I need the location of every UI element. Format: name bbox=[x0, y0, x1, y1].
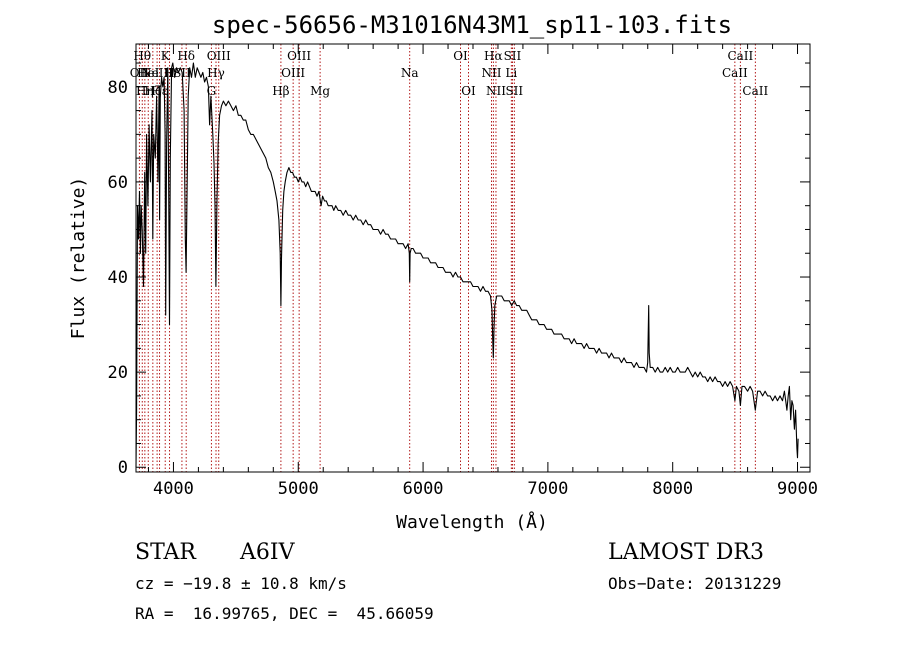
line-marker-label: CaII bbox=[722, 66, 748, 80]
observation-date: Obs−Date: 20131229 bbox=[608, 574, 782, 593]
y-tick-label: 60 bbox=[108, 173, 128, 193]
line-marker-label: G bbox=[207, 84, 217, 98]
x-tick-label: 4000 bbox=[153, 479, 194, 499]
object-class: STAR bbox=[135, 540, 196, 565]
line-marker-label: Hα bbox=[484, 49, 503, 63]
y-tick-label: 20 bbox=[108, 363, 128, 383]
x-tick-label: 5000 bbox=[278, 479, 319, 499]
chart-title: spec-56656-M31016N43M1_sp11-103.fits bbox=[212, 11, 732, 39]
emission-line-labels: OIIHθHηHeIHζNeIIIHεKHHδSIIGHγOIIIHβOIIIO… bbox=[130, 49, 769, 98]
line-marker-label: Hθ bbox=[133, 49, 151, 63]
spectrum-line bbox=[135, 62, 799, 468]
line-marker-label: SII bbox=[505, 84, 523, 98]
line-marker-label: Hδ bbox=[177, 49, 195, 63]
line-marker-label: Mg bbox=[310, 84, 330, 98]
x-tick-label: 7000 bbox=[527, 479, 568, 499]
line-marker-label: OIII bbox=[207, 49, 231, 63]
line-marker-label: OIII bbox=[287, 49, 311, 63]
spectrum-series bbox=[135, 62, 799, 468]
line-marker-label: Hβ bbox=[272, 84, 289, 98]
line-marker-label: NII bbox=[481, 66, 501, 80]
y-axis: 0 20 40 60 80 bbox=[108, 62, 810, 478]
line-marker-label: Na bbox=[401, 66, 419, 80]
y-axis-label: Flux (relative) bbox=[68, 177, 89, 340]
plot-frame bbox=[135, 43, 811, 473]
line-marker-label: OI bbox=[461, 84, 476, 98]
line-marker-label: NeIII bbox=[141, 66, 173, 80]
object-subclass: A6IV bbox=[240, 540, 295, 565]
survey-name: LAMOST DR3 bbox=[608, 540, 764, 565]
line-marker-label: NII bbox=[486, 84, 506, 98]
line-marker-label: HeI bbox=[137, 66, 160, 80]
line-marker-label: SII bbox=[504, 49, 522, 63]
line-marker-label: Li bbox=[505, 66, 517, 80]
x-tick-label: 6000 bbox=[403, 479, 444, 499]
x-axis: 4000 5000 6000 7000 8000 9000 bbox=[147, 44, 818, 499]
line-marker-label: Hη bbox=[136, 84, 154, 98]
line-marker-label: CaII bbox=[727, 49, 753, 63]
line-marker-label: OI bbox=[453, 49, 468, 63]
line-marker-label: K bbox=[161, 49, 171, 63]
line-marker-label: OII bbox=[130, 66, 150, 80]
line-marker-label: CaII bbox=[742, 84, 768, 98]
x-tick-label: 9000 bbox=[777, 479, 818, 499]
line-marker-label: H bbox=[164, 66, 174, 80]
redshift-cz: cz = −19.8 ± 10.8 km/s bbox=[135, 574, 347, 593]
line-marker-label: Hζ bbox=[144, 84, 161, 98]
y-tick-label: 40 bbox=[108, 268, 128, 288]
coordinates: RA = 16.99765, DEC = 45.66059 bbox=[135, 604, 434, 623]
line-marker-label: OIII bbox=[281, 66, 305, 80]
x-axis-label: Wavelength (Å) bbox=[396, 511, 548, 533]
y-tick-label: 0 bbox=[118, 458, 128, 478]
line-marker-label: Hγ bbox=[207, 66, 225, 80]
x-tick-label: 8000 bbox=[652, 479, 693, 499]
y-tick-label: 80 bbox=[108, 78, 128, 98]
emission-line-markers bbox=[138, 44, 756, 472]
